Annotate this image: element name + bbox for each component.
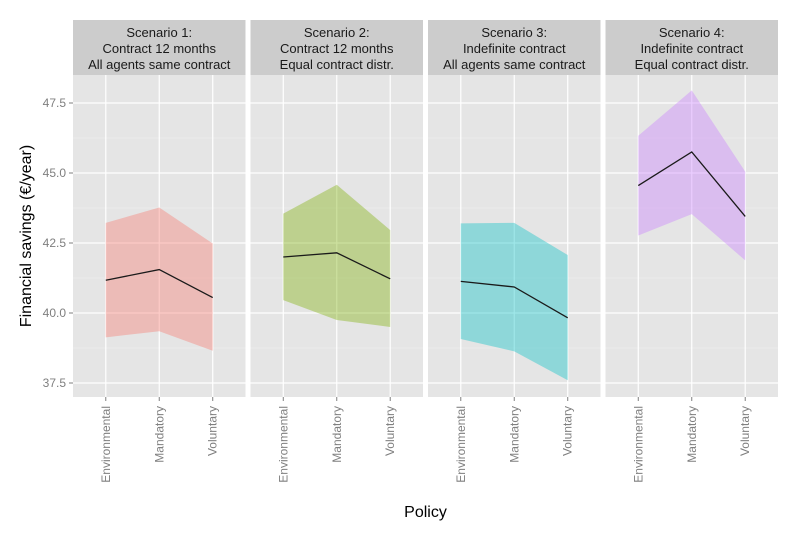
strip-label-line: Scenario 4:: [659, 25, 725, 40]
x-tick-label: Environmental: [276, 406, 290, 483]
confidence-band: [460, 222, 568, 381]
strip-label-line: All agents same contract: [88, 57, 231, 72]
x-tick-label: Mandatory: [507, 406, 521, 463]
x-tick-label: Voluntary: [561, 406, 575, 456]
strip-label-line: Indefinite contract: [463, 41, 566, 56]
mean-line: [460, 280, 569, 319]
y-tick-label: 47.5: [43, 96, 67, 110]
x-tick-label: Voluntary: [206, 406, 220, 456]
strip-label-line: Indefinite contract: [640, 41, 743, 56]
strip-label-line: Scenario 2:: [304, 25, 370, 40]
mean-line: [637, 151, 746, 217]
y-axis-title: Financial savings (€/year): [18, 145, 35, 327]
panel-strip: [428, 20, 601, 75]
x-tick-label: Environmental: [631, 406, 645, 483]
panel-strip: [605, 20, 778, 75]
strip-label-line: All agents same contract: [443, 57, 586, 72]
confidence-band: [638, 90, 746, 261]
panel-strip: [73, 20, 246, 75]
confidence-band: [283, 184, 391, 327]
y-tick-label: 45.0: [43, 166, 67, 180]
strip-label-line: Equal contract distr.: [635, 57, 749, 72]
y-tick-label: 40.0: [43, 306, 67, 320]
x-tick-label: Environmental: [99, 406, 113, 483]
x-tick-label: Voluntary: [738, 406, 752, 456]
strip-label-line: Contract 12 months: [103, 41, 217, 56]
panel-strip: [250, 20, 423, 75]
x-tick-label: Mandatory: [685, 406, 699, 463]
x-tick-label: Mandatory: [330, 406, 344, 463]
strip-label-line: Equal contract distr.: [280, 57, 394, 72]
y-tick-label: 42.5: [43, 236, 67, 250]
mean-line: [283, 252, 391, 280]
x-tick-label: Mandatory: [152, 406, 166, 463]
x-tick-label: Environmental: [454, 406, 468, 483]
strip-label-line: Contract 12 months: [280, 41, 394, 56]
x-tick-label: Voluntary: [383, 406, 397, 456]
confidence-band: [105, 207, 213, 351]
strip-label-line: Scenario 3:: [481, 25, 547, 40]
mean-line: [105, 268, 214, 299]
strip-label-line: Scenario 1:: [126, 25, 192, 40]
x-axis-title: Policy: [404, 504, 447, 521]
y-tick-label: 37.5: [43, 376, 67, 390]
